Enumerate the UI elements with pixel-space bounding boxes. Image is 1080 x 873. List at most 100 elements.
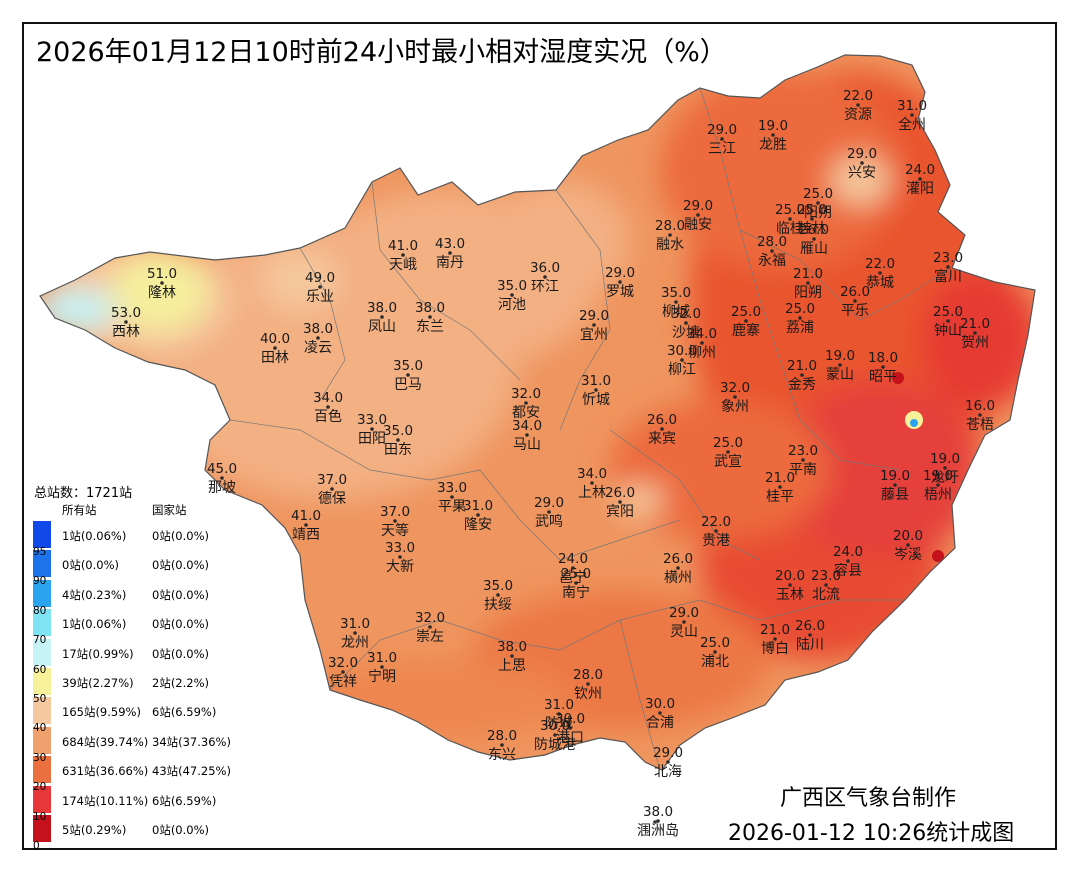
station-value: 21.0 [960,316,990,332]
station-label: 22.0 资源 [843,88,873,123]
station-label: 26.0 来宾 [647,412,677,447]
station-label: 29.0 宜州 [579,308,609,343]
station-value: 38.0 [367,300,397,316]
station-value: 28.0 [757,234,787,250]
station-dot [571,566,575,570]
legend-threshold: 95 [33,546,47,558]
legend-swatch [33,579,51,607]
station-label: 20.0 岑溪 [893,528,923,563]
station-name: 田林 [261,350,289,366]
station-label: 43.0 南丹 [435,236,465,271]
station-name: 临桂 [776,221,804,237]
station-value: 34.0 [687,326,717,342]
station-value: 45.0 [207,461,237,477]
station-value: 38.0 [497,639,527,655]
station-label: 21.0 桂平 [765,470,795,505]
station-value: 22.0 [843,88,873,104]
legend-count-all: 17站(0.99%) [62,646,134,661]
station-label: 26.0 平乐 [840,284,870,319]
station-value: 26.0 [605,485,635,501]
station-value: 34.0 [512,418,542,434]
station-label: 32.0 崇左 [415,610,445,645]
station-dot [656,819,660,823]
station-label: 21.0 博白 [760,622,790,657]
station-value: 26.0 [647,412,677,428]
station-value: 36.0 [530,260,560,276]
station-label: 38.0 凌云 [303,321,333,356]
station-value: 25.0 [561,566,591,582]
station-dot [824,583,828,587]
station-label: 32.0 象州 [720,380,750,415]
station-name: 鹿寨 [732,322,760,339]
station-dot [978,413,982,417]
station-value: 18.0 [868,350,898,366]
station-dot [714,529,718,533]
station-label: 41.0 靖西 [291,508,321,543]
station-value: 25.0 [803,186,833,202]
station-label: 37.0 天等 [380,504,410,539]
station-value: 19.0 [923,468,953,484]
station-name: 阳朔 [804,205,832,221]
station-value: 24.0 [558,551,588,567]
station-name: 横州 [664,570,692,586]
station-name: 崇左 [416,629,444,645]
station-label: 24.0 邕宁 [558,551,588,586]
station-name: 西林 [112,324,140,340]
station-dot [510,293,514,297]
station-name: 苍梧 [966,417,994,433]
station-name: 合浦 [646,715,674,731]
station-label: 31.0 隆安 [463,498,493,533]
legend-swatch [33,550,51,578]
legend-threshold: 90 [33,575,47,588]
station-name: 金秀 [788,377,816,393]
station-value: 22.0 [701,514,731,530]
station-dot [770,249,774,253]
station-value: 37.0 [317,472,347,488]
station-label: 29.0 罗城 [605,265,635,300]
station-dot [525,433,529,437]
station-name: 阳朔 [794,285,822,301]
station-dot [396,438,400,442]
station-value: 38.0 [303,321,333,337]
station-label: 19.0 梧州 [923,468,953,503]
station-value: 29.0 [669,605,699,621]
station-value: 25.0 [797,202,827,218]
station-label: 22.0 贵港 [701,514,731,549]
station-dot [160,281,164,285]
station-dot [398,555,402,559]
station-label: 25.0 钟山 [933,304,963,339]
station-value: 26.0 [795,618,825,634]
station-value: 19.0 [758,118,788,134]
station-value: 30.0 [540,718,570,734]
station-label: 33.0 大新 [385,540,415,575]
station-name: 武宣 [714,454,742,470]
station-dot [806,281,810,285]
legend-threshold: 70 [33,634,47,647]
station-dot [918,177,922,181]
legend-col-all: 所有站 [62,503,97,517]
station-name: 贵港 [702,533,730,549]
station-dot [124,320,128,324]
station-dot [658,711,662,715]
station-name: 融水 [656,237,684,253]
station-value: 32.0 [328,655,358,671]
credit: 广西区气象台制作 [780,786,957,811]
station-value: 26.0 [663,551,693,567]
legend-count-all: 1站(0.06%) [62,529,127,543]
station-name: 永福 [758,253,786,269]
station-label: 34.0 柳州 [687,326,717,361]
station-name: 东兰 [416,319,444,335]
station-label: 28.0 东兴 [487,728,517,763]
station-name: 忻城 [582,392,610,408]
station-name: 龙圩 [931,470,959,486]
station-name: 巴马 [394,377,422,393]
station-value: 16.0 [965,398,995,414]
station-name: 灌阳 [906,181,934,197]
station-label: 26.0 横州 [663,551,693,586]
station-label: 21.0 金秀 [787,358,817,393]
station-name: 贺州 [961,335,989,351]
station-dot [476,513,480,517]
legend-count-national: 0站(0.0%) [152,646,210,661]
legend-count-all: 4站(0.23%) [62,587,127,602]
station-labels: 22.0 资源 31.0 全州 29.0 三江 19.0 龙胜 29.0 兴安 24.0 灌阳 25.0… [111,88,995,839]
